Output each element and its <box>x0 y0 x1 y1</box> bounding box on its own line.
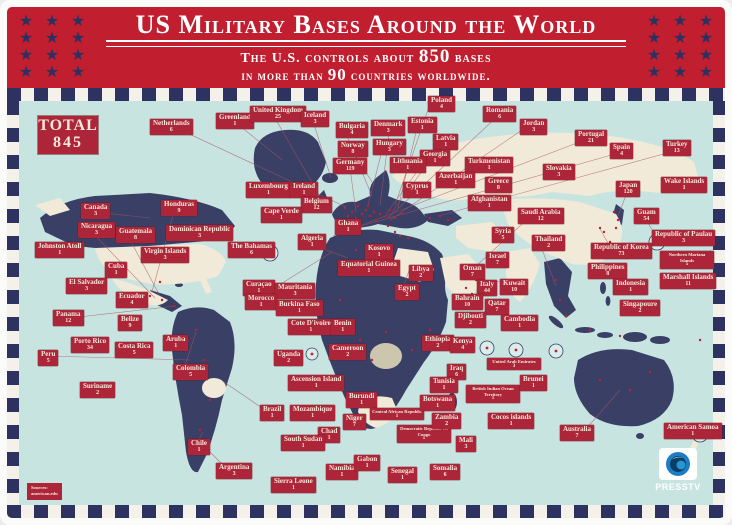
title-double-rule <box>106 40 626 47</box>
subtitle1-text: The U.S. controls about <box>240 51 419 66</box>
star-icon: ★ <box>672 13 688 30</box>
star-icon: ★ <box>18 47 34 64</box>
page-title: US Military Bases Around the World <box>135 10 597 39</box>
header-titles: US Military Bases Around the World The U… <box>102 10 630 84</box>
star-icon: ★ <box>698 64 714 81</box>
star-icon: ★ <box>44 64 60 81</box>
subtitle2-text: in more than <box>241 69 328 83</box>
subtitle-line1: The U.S. controls about 850 bases <box>102 47 630 68</box>
header-band: ★ ★ ★ ★ ★ ★ ★ ★ ★ ★ ★ ★ ★ ★ ★ ★ ★ ★ ★ ★ ★ ★ ★ ★ US Military Ba… <box>7 7 725 88</box>
subtitle2-number: 90 <box>327 65 347 84</box>
subtitle-line2: in more than 90 countries worldwide. <box>102 65 630 84</box>
stamp-border-left <box>7 101 19 505</box>
star-icon: ★ <box>44 47 60 64</box>
stars-grid: ★ ★ ★ ★ ★ ★ ★ ★ ★ ★ ★ ★ <box>13 13 91 81</box>
star-icon: ★ <box>646 30 662 47</box>
stamp-border-right <box>713 101 725 505</box>
star-icon: ★ <box>672 64 688 81</box>
star-icon: ★ <box>18 13 34 30</box>
star-icon: ★ <box>70 13 86 30</box>
subtitle1-suffix: bases <box>450 51 492 66</box>
star-icon: ★ <box>44 13 60 30</box>
star-icon: ★ <box>698 47 714 64</box>
stamp-border-top <box>7 88 725 101</box>
subtitle1-number: 850 <box>418 46 451 67</box>
star-icon: ★ <box>44 30 60 47</box>
star-icon: ★ <box>646 64 662 81</box>
star-icon: ★ <box>646 13 662 30</box>
star-icon: ★ <box>672 30 688 47</box>
poster-background: ★ ★ ★ ★ ★ ★ ★ ★ ★ ★ ★ ★ ★ ★ ★ ★ ★ ★ ★ ★ ★ ★ ★ ★ US Military Ba… <box>7 7 725 518</box>
star-icon: ★ <box>70 64 86 81</box>
star-icon: ★ <box>70 47 86 64</box>
subtitle2-suffix: countries worldwide. <box>346 69 491 83</box>
star-icon: ★ <box>698 30 714 47</box>
star-icon: ★ <box>698 13 714 30</box>
stamp-border-bottom <box>7 505 725 518</box>
star-icon: ★ <box>672 47 688 64</box>
star-icon: ★ <box>70 30 86 47</box>
star-icon: ★ <box>18 64 34 81</box>
stars-grid: ★ ★ ★ ★ ★ ★ ★ ★ ★ ★ ★ ★ <box>641 13 719 81</box>
star-icon: ★ <box>646 47 662 64</box>
star-icon: ★ <box>18 30 34 47</box>
